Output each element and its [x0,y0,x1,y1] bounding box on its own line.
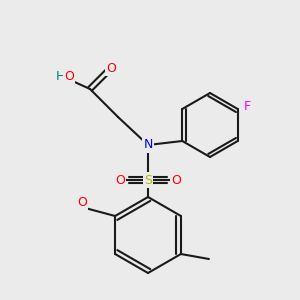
Text: N: N [143,139,153,152]
Text: S: S [144,173,152,187]
Text: O: O [115,173,125,187]
Text: O: O [106,61,116,74]
Text: F: F [244,100,251,112]
Text: O: O [64,70,74,83]
Text: O: O [171,173,181,187]
Text: O: O [77,196,87,209]
Text: H: H [55,70,65,83]
